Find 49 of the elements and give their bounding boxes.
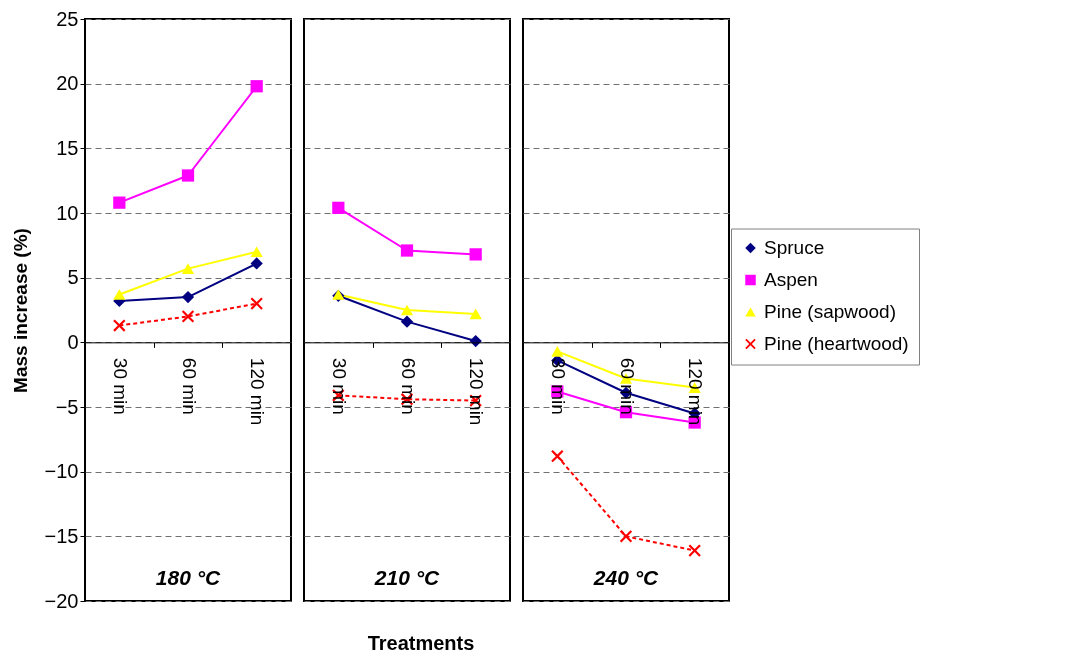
point [619,530,633,543]
point [688,544,701,557]
point [469,308,482,320]
point [332,201,345,214]
y-tick-label: 20 [56,72,79,95]
y-tick-label: 25 [56,7,79,30]
y-tick-label: 10 [56,201,79,224]
point [400,315,414,328]
x-tick-label: 30 min [328,357,350,415]
x-tick-label: 30 min [547,357,569,415]
point [181,169,195,182]
x-tick-label: 60 min [616,357,638,415]
point [250,246,263,258]
x-tick-label: 120 min [685,357,707,426]
point [181,290,195,304]
annotation: 240 °C [592,566,660,589]
annotation: 180 °C [155,566,222,589]
legend-label: Pine (sapwood) [764,301,897,323]
y-tick-label: −20 [44,589,79,612]
point [400,304,414,316]
y-axis-title: Mass increase (%) [9,228,31,393]
y-tick-label: 15 [56,136,79,159]
x-tick-label: 30 min [109,357,131,415]
point [113,319,126,332]
point [113,196,126,209]
legend-label: Pine (heartwood) [764,333,909,355]
point [551,346,564,357]
x-axis-title: Treatments [367,632,475,654]
legend-label: Aspen [764,269,818,291]
y-tick-label: 5 [67,266,79,289]
point [181,263,195,274]
point [181,310,195,323]
y-tick-label: 0 [67,330,79,353]
point [250,80,263,93]
annotation: 210 °C [373,566,441,589]
y-tick-label: −15 [44,524,79,547]
point [469,248,482,261]
x-tick-label: 120 min [247,357,269,426]
point [551,450,564,463]
x-tick-label: 60 min [397,357,419,415]
legend-label: Spruce [764,237,825,259]
point [113,289,126,300]
point [250,257,263,270]
y-tick-label: −10 [44,460,79,483]
point [400,244,414,257]
point [250,297,263,310]
y-tick-label: −5 [55,395,79,418]
x-tick-label: 120 min [466,357,488,426]
x-tick-label: 60 min [178,357,200,415]
